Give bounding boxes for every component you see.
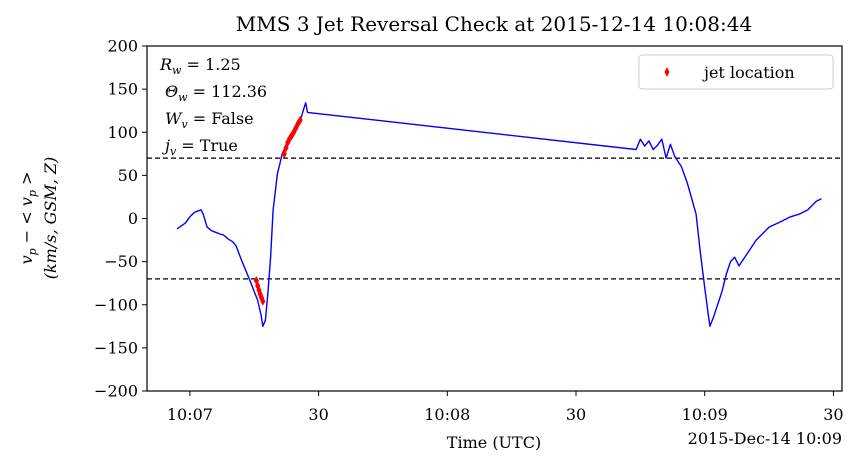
- y-tick-label: 100: [107, 123, 138, 142]
- jet-location-point: [286, 134, 293, 144]
- jet-location-point: [255, 281, 261, 291]
- x-tick-label: 10:07: [167, 405, 213, 424]
- x-tick-label: 30: [823, 405, 843, 424]
- annotation-0: Rw = 1.25: [159, 55, 241, 77]
- y-tick-label: −150: [94, 338, 138, 357]
- x-tick-label: 30: [566, 405, 586, 424]
- annotation-3: jv = True: [162, 136, 238, 158]
- jet-location-point: [257, 289, 263, 299]
- legend-marker-diamond: [664, 67, 670, 77]
- y-axis-label-line1: vp − < vp >: [17, 172, 39, 265]
- jet-location-point: [293, 123, 299, 133]
- annotation-2: Wv = False: [165, 109, 254, 131]
- y-tick-label: 200: [107, 37, 138, 56]
- chart-title: MMS 3 Jet Reversal Check at 2015-12-14 1…: [236, 12, 752, 36]
- jet-location-point: [288, 131, 295, 141]
- x-axis-label: Time (UTC): [447, 433, 541, 452]
- y-tick-label: −50: [104, 252, 138, 271]
- x-tick-label: 10:09: [682, 405, 728, 424]
- legend: jet location: [638, 54, 834, 90]
- legend-label: jet location: [702, 63, 795, 82]
- jet-location-point: [297, 115, 303, 125]
- y-axis-label-line2: (km/s, GSM, Z): [41, 157, 60, 280]
- jet-location-point: [260, 296, 266, 306]
- y-tick-label: −100: [94, 295, 138, 314]
- y-tick-label: 0: [128, 209, 138, 228]
- y-tick-label: 150: [107, 80, 138, 99]
- y-tick-label: 50: [118, 166, 138, 185]
- series-line-0: [176, 102, 822, 327]
- x-tick-label: 10:08: [424, 405, 470, 424]
- y-tick-label: −200: [94, 382, 138, 401]
- jet-location-point: [281, 149, 287, 159]
- annotation-1: Θw = 112.36: [165, 82, 267, 104]
- x-tick-label: 30: [308, 405, 328, 424]
- legend-box: [638, 54, 834, 90]
- jet-location-point: [258, 293, 265, 303]
- x-axis-offset-label: 2015-Dec-14 10:09: [688, 429, 842, 448]
